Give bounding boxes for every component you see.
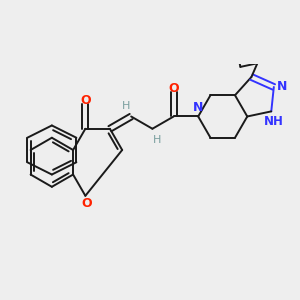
Text: N: N [193,101,203,114]
Text: N: N [277,80,288,94]
Text: H: H [122,100,130,110]
Text: H: H [153,135,161,145]
Text: NH: NH [264,115,284,128]
Text: O: O [81,196,92,210]
Text: O: O [80,94,91,107]
Text: O: O [168,82,179,95]
